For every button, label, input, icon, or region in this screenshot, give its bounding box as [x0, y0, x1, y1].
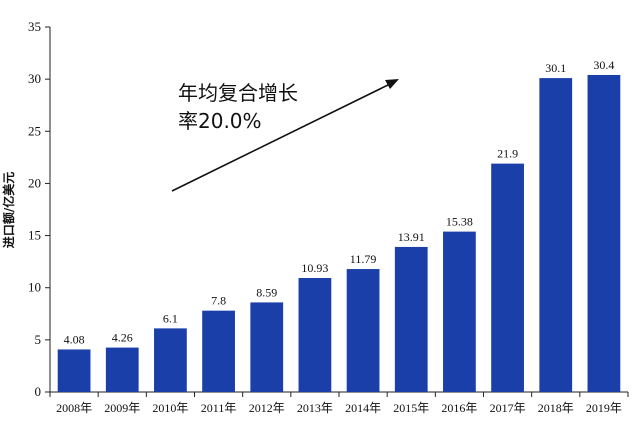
- data-label: 11.79: [350, 252, 377, 266]
- bar-2014年: [346, 269, 380, 392]
- growth-annotation: 年均复合增长 率20.0%: [171, 79, 399, 192]
- bar-2010年: [154, 328, 187, 392]
- data-label: 4.26: [112, 331, 133, 345]
- annotation-line-1: 年均复合增长: [178, 81, 298, 105]
- y-tick-label: 5: [35, 332, 42, 347]
- bar-2013年: [298, 278, 332, 392]
- y-tick-label: 10: [28, 280, 41, 295]
- x-tick-label: 2011年: [201, 401, 237, 415]
- bar-2017年: [491, 163, 524, 392]
- bar-2011年: [202, 310, 235, 392]
- x-tick-label: 2019年: [586, 401, 622, 415]
- data-label: 15.38: [446, 215, 473, 229]
- y-axis-label: 进口额/亿美元: [1, 172, 16, 248]
- trend-arrow-line: [171, 83, 391, 192]
- axes: 0 5 10 15 20 25 30 35: [28, 19, 629, 399]
- x-tick-label: 2016年: [441, 401, 477, 415]
- data-label: 13.91: [398, 230, 425, 244]
- trend-arrowhead: [385, 79, 399, 89]
- bar-2016年: [443, 231, 476, 392]
- x-tick-label: 2018年: [538, 401, 574, 415]
- x-tick-label: 2015年: [393, 401, 429, 415]
- data-label: 4.08: [64, 332, 85, 346]
- bar-2019年: [587, 74, 621, 392]
- x-tick-label: 2013年: [297, 401, 333, 415]
- y-tick-label: 35: [28, 19, 41, 34]
- data-label: 30.1: [545, 61, 566, 75]
- y-tick-label: 30: [28, 71, 41, 86]
- data-label: 10.93: [301, 261, 328, 275]
- x-tick-label: 2008年: [56, 401, 92, 415]
- y-tick-label: 20: [28, 175, 41, 190]
- bar-2015年: [394, 246, 428, 392]
- data-label: 30.4: [593, 58, 614, 72]
- y-tick-label: 25: [28, 123, 41, 138]
- y-tick-label: 0: [35, 384, 42, 399]
- bars: [57, 74, 621, 392]
- bar-2008年: [57, 349, 91, 392]
- bar-2009年: [105, 347, 139, 392]
- x-tick-label: 2012年: [249, 401, 285, 415]
- data-label: 8.59: [256, 285, 277, 299]
- x-tick-label: 2014年: [345, 401, 381, 415]
- labels: 4.08 2008年 4.26 2009年 6.1 2010年 7.8 2011年 8.59 20…: [56, 58, 622, 415]
- x-tick-label: 2010年: [152, 401, 188, 415]
- bar-2018年: [539, 78, 573, 392]
- data-label: 6.1: [163, 311, 178, 325]
- x-tick-label: 2009年: [104, 401, 140, 415]
- x-tick-label: 2017年: [490, 401, 526, 415]
- bar-2012年: [250, 302, 284, 392]
- y-tick-label: 15: [28, 228, 41, 243]
- annotation-line-2: 率20.0%: [178, 109, 262, 133]
- data-label: 7.8: [211, 294, 226, 308]
- data-label: 21.9: [497, 147, 518, 161]
